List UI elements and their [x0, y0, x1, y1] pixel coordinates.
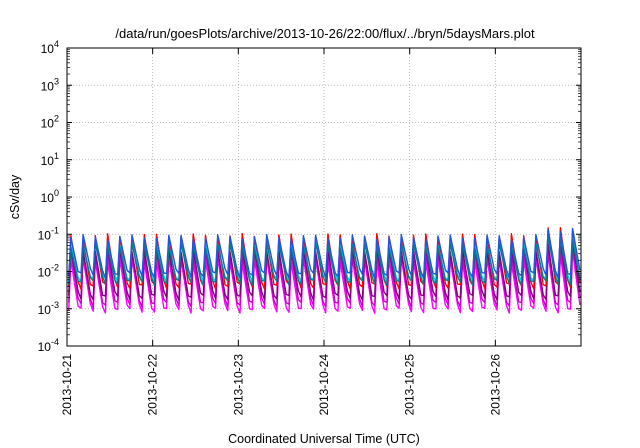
x-tick-label: 2013-10-23	[231, 354, 245, 416]
y-tick-label: 10-2	[38, 263, 59, 280]
series-layer	[68, 227, 581, 314]
y-tick-label: 101	[41, 151, 59, 168]
x-tick-label: 2013-10-26	[488, 354, 502, 416]
x-tick-label: 2013-10-21	[60, 354, 74, 416]
y-tick-label: 10-4	[38, 337, 59, 354]
y-tick-label: 103	[41, 76, 59, 93]
y-axis-label: cSv/day	[8, 174, 22, 219]
grid	[67, 48, 581, 346]
plot-frame	[66, 47, 582, 347]
y-tick-label: 104	[41, 39, 59, 56]
series-line	[68, 235, 581, 286]
x-axis-label: Coordinated Universal Time (UTC)	[228, 432, 420, 446]
series-line	[68, 250, 581, 314]
y-tick-label: 10-3	[38, 300, 59, 317]
series-line	[68, 227, 581, 279]
x-tick-label: 2013-10-25	[403, 354, 417, 416]
x-tick-label: 2013-10-24	[317, 354, 331, 416]
chart-title: /data/run/goesPlots/archive/2013-10-26/2…	[115, 26, 535, 41]
series-line	[68, 243, 581, 308]
y-tick-label: 100	[41, 188, 59, 205]
x-tick-label: 2013-10-22	[146, 354, 160, 416]
x-axis: 2013-10-21 2013-10-22 2013-10-23 2013-10-24…	[60, 48, 502, 415]
y-tick-label: 10-1	[38, 225, 59, 242]
series-line	[68, 239, 581, 301]
y-axis: 10-4 10-3 10-2 10-1 100 101 102 103 104	[38, 39, 581, 354]
y-tick-label: 102	[41, 114, 59, 131]
